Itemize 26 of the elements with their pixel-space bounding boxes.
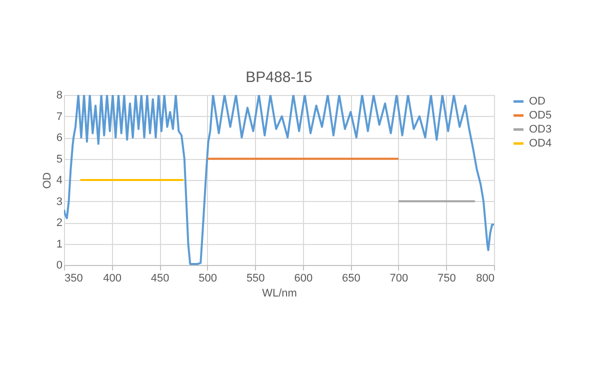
x-tick-label: 800 bbox=[476, 272, 494, 284]
chart-title: BP488-15 bbox=[246, 69, 312, 86]
y-tick-label: 7 bbox=[56, 110, 62, 123]
x-tick-label: 550 bbox=[246, 272, 265, 284]
y-tick-label: 5 bbox=[56, 153, 62, 166]
x-tick-label: 500 bbox=[198, 272, 218, 284]
legend-label: OD5 bbox=[529, 110, 552, 122]
x-tick-label: 750 bbox=[438, 272, 456, 284]
y-tick-label: 8 bbox=[56, 90, 62, 102]
y-tick-label: 1 bbox=[56, 238, 62, 250]
y-tick-label: 0 bbox=[56, 260, 62, 272]
x-tick-label: 650 bbox=[342, 272, 360, 284]
legend-label: OD3 bbox=[529, 124, 552, 136]
y-tick-label: 4 bbox=[56, 174, 62, 186]
x-tick-label: 450 bbox=[150, 272, 170, 284]
y-tick-label: 6 bbox=[56, 132, 62, 144]
x-tick-label: 600 bbox=[294, 272, 313, 284]
x-tick-label: 700 bbox=[390, 272, 408, 284]
y-tick-label: 3 bbox=[56, 196, 62, 208]
y-axis-title: OD bbox=[41, 172, 54, 189]
y-tick-label: 2 bbox=[56, 217, 62, 229]
x-axis-title: WL/nm bbox=[262, 288, 297, 300]
legend-label: OD4 bbox=[529, 138, 552, 150]
x-tick-label: 400 bbox=[103, 272, 122, 284]
x-tick-label: 350 bbox=[64, 272, 83, 284]
legend-label: OD bbox=[529, 96, 546, 108]
